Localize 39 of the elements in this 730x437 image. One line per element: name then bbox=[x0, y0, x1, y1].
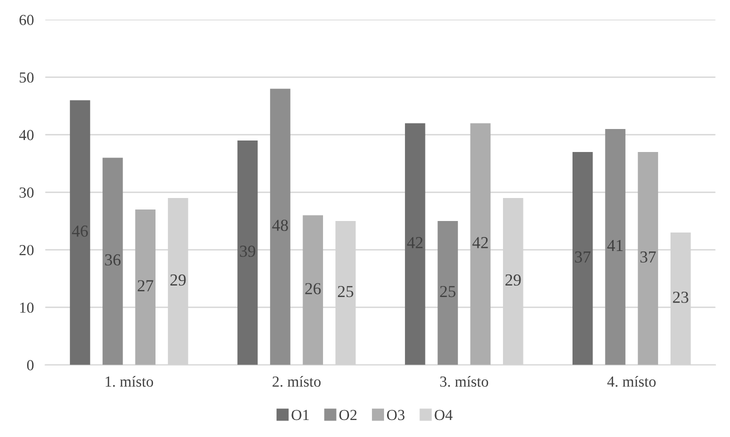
legend-label: O4 bbox=[434, 410, 453, 420]
x-tick-label: 3. místo bbox=[440, 376, 488, 387]
legend-label: O1 bbox=[292, 410, 309, 420]
y-tick-label: 40 bbox=[19, 130, 34, 140]
data-label: 26 bbox=[305, 283, 321, 294]
data-label: 36 bbox=[105, 254, 121, 266]
y-tick-label: 20 bbox=[20, 244, 34, 256]
legend-label: O3 bbox=[387, 410, 404, 420]
bar bbox=[270, 88, 290, 365]
y-tick-label: 10 bbox=[20, 302, 34, 313]
bar bbox=[135, 210, 156, 365]
bar bbox=[237, 140, 258, 365]
bar bbox=[404, 123, 426, 365]
data-label: 25 bbox=[338, 286, 354, 298]
bar bbox=[438, 221, 458, 365]
bar bbox=[70, 100, 90, 365]
bar bbox=[302, 215, 324, 365]
x-tick-label: 1. místo bbox=[106, 376, 154, 387]
data-label: 25 bbox=[440, 286, 456, 298]
data-label: 48 bbox=[272, 220, 288, 231]
legend-label: O2 bbox=[339, 410, 357, 420]
y-tick-label: 60 bbox=[20, 14, 34, 26]
y-tick-label: 50 bbox=[20, 72, 34, 83]
y-tick-label: 0 bbox=[27, 360, 34, 370]
data-label: 23 bbox=[673, 292, 688, 303]
data-label: 42 bbox=[472, 237, 488, 248]
data-label: 27 bbox=[138, 280, 154, 292]
data-label: 41 bbox=[607, 240, 623, 251]
bar bbox=[102, 158, 123, 365]
bar bbox=[605, 128, 626, 365]
data-label: 37 bbox=[640, 251, 656, 263]
data-label: 29 bbox=[506, 274, 521, 286]
y-tick-label: 30 bbox=[20, 187, 34, 198]
bar bbox=[638, 152, 658, 365]
data-label: 29 bbox=[170, 274, 186, 286]
x-tick-label: 4. místo bbox=[607, 376, 656, 387]
x-tick-label: 2. místo bbox=[272, 376, 321, 387]
bar bbox=[470, 123, 491, 365]
bar bbox=[572, 152, 593, 365]
